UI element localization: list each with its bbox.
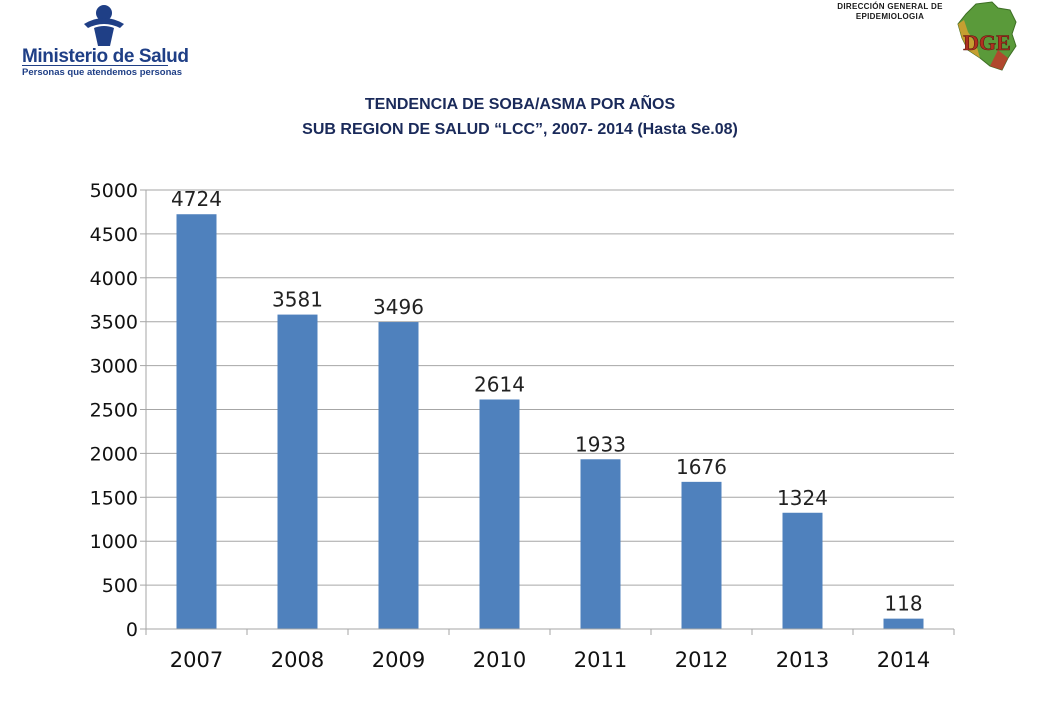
chart-subtitle: SUB REGION DE SALUD “LCC”, 2007- 2014 (H… bbox=[302, 121, 738, 138]
bar-2010 bbox=[479, 399, 520, 629]
x-category-label: 2014 bbox=[877, 648, 930, 672]
bar-2007 bbox=[176, 214, 217, 630]
y-tick-label: 2500 bbox=[90, 400, 138, 422]
bar-2009 bbox=[378, 322, 419, 629]
data-label-2007: 4724 bbox=[171, 187, 222, 211]
data-label-2014: 118 bbox=[884, 592, 922, 616]
data-label-2013: 1324 bbox=[777, 486, 828, 510]
y-tick-label: 5000 bbox=[90, 180, 138, 202]
y-tick-label: 0 bbox=[126, 619, 138, 641]
bar-2011 bbox=[580, 459, 621, 629]
ministry-tagline: Personas que atendemos personas bbox=[22, 67, 182, 78]
labels: 0 500 1000 1500 2000 2500 3000 3500 4000 4500 5000… bbox=[90, 180, 931, 672]
logo-divider bbox=[22, 65, 168, 66]
bar-2008 bbox=[277, 314, 318, 629]
chart-title: TENDENCIA DE SOBA/ASMA POR AÑOS bbox=[364, 96, 676, 113]
x-category-label: 2007 bbox=[170, 648, 223, 672]
y-tick-label: 1500 bbox=[90, 487, 138, 509]
bars bbox=[176, 214, 924, 630]
y-tick-label: 500 bbox=[102, 575, 138, 597]
dge-peru-map-logo: DGE bbox=[957, 1, 1017, 71]
y-tick-label: 4500 bbox=[90, 224, 138, 246]
data-label-2011: 1933 bbox=[575, 432, 626, 456]
bar-2012 bbox=[681, 481, 722, 629]
y-tick-label: 1000 bbox=[90, 531, 138, 553]
data-label-2010: 2614 bbox=[474, 372, 525, 396]
data-label-2009: 3496 bbox=[373, 295, 424, 319]
x-category-label: 2009 bbox=[372, 648, 425, 672]
y-tick-label: 2000 bbox=[90, 443, 138, 465]
ministerio-de-salud-logo: Ministerio de Salud Personas que atendem… bbox=[18, 4, 189, 78]
axes bbox=[140, 189, 955, 635]
x-category-label: 2008 bbox=[271, 648, 324, 672]
x-category-label: 2010 bbox=[473, 648, 526, 672]
data-label-2008: 3581 bbox=[272, 288, 323, 312]
x-category-label: 2011 bbox=[574, 648, 627, 672]
agency-name-line2: EPIDEMIOLOGIA bbox=[855, 12, 925, 21]
x-category-label: 2012 bbox=[675, 648, 728, 672]
x-category-label: 2013 bbox=[776, 648, 829, 672]
agency-name-line1: DIRECCIÓN GENERAL DE bbox=[837, 2, 943, 11]
y-tick-label: 3500 bbox=[90, 312, 138, 334]
y-tick-label: 3000 bbox=[90, 356, 138, 378]
y-tick-label: 4000 bbox=[90, 268, 138, 290]
gridlines bbox=[146, 189, 954, 586]
bar-2013 bbox=[782, 512, 823, 629]
person-figure-icon bbox=[84, 5, 124, 46]
data-label-2012: 1676 bbox=[676, 455, 727, 479]
bar-2014 bbox=[883, 618, 924, 629]
ministry-name: Ministerio de Salud bbox=[22, 46, 189, 67]
agency-name: DIRECCIÓN GENERAL DE EPIDEMIOLOGIA bbox=[820, 2, 960, 22]
dge-letters: DGE bbox=[963, 30, 1011, 55]
